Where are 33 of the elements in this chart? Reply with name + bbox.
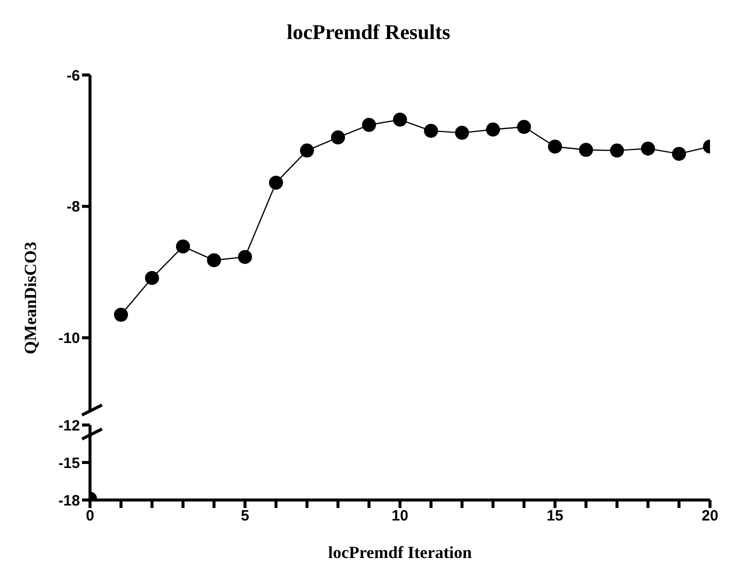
chart-title: locPremdf Results xyxy=(286,20,452,45)
point xyxy=(269,176,283,190)
point xyxy=(610,144,624,158)
point xyxy=(238,250,252,264)
y-axis-title: QMeanDisCO3 xyxy=(21,242,41,354)
point xyxy=(672,146,686,161)
point xyxy=(641,142,655,156)
point xyxy=(176,239,190,254)
point xyxy=(207,253,221,268)
y-tick-label: -18 xyxy=(58,492,80,510)
x-tick-label: 5 xyxy=(240,508,250,525)
point xyxy=(424,124,438,138)
point xyxy=(517,120,531,134)
point xyxy=(393,112,407,127)
x-tick-label: 10 xyxy=(392,508,408,525)
x-tick-label: 0 xyxy=(86,508,94,525)
y-tick-label: -10 xyxy=(58,330,80,348)
point xyxy=(300,144,314,158)
x-tick-label: 15 xyxy=(546,508,564,525)
point xyxy=(455,126,469,140)
point xyxy=(331,130,345,144)
point xyxy=(486,122,500,137)
point xyxy=(579,142,593,157)
point xyxy=(145,270,159,285)
point xyxy=(548,140,562,154)
point xyxy=(114,308,128,322)
y-tick-label: -12 xyxy=(58,417,80,434)
x-axis-title: locPremdf Iteration xyxy=(327,543,473,563)
y-tick-label: -15 xyxy=(58,454,80,472)
y-tick-label: -6 xyxy=(66,67,80,84)
point xyxy=(362,118,376,132)
y-tick-label: -8 xyxy=(66,198,80,216)
x-tick-label: 20 xyxy=(702,508,718,525)
